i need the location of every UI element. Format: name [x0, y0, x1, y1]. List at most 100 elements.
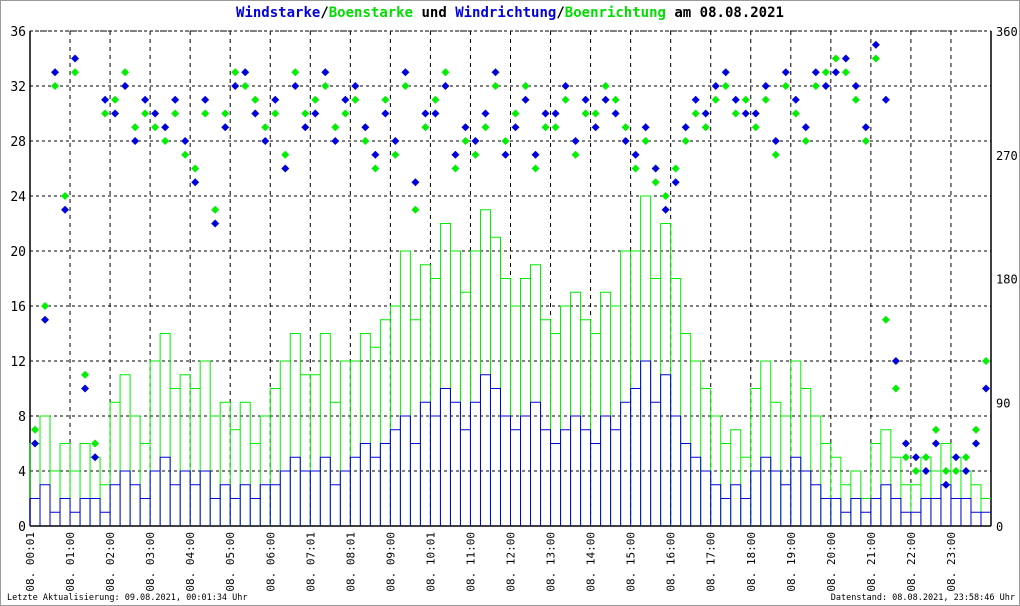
windrichtung-point	[41, 315, 50, 324]
windrichtung-point	[621, 137, 630, 145]
title-date: am 08.08.2021	[665, 5, 784, 21]
windrichtung-point	[251, 109, 260, 118]
x-tick-label: 08. 01:00	[64, 532, 77, 592]
windrichtung-point	[191, 178, 200, 187]
windrichtung-point	[581, 95, 590, 104]
windrichtung-point	[661, 205, 670, 214]
windrichtung-point	[541, 109, 550, 118]
y-right-tick-label: 180	[996, 273, 1018, 287]
windrichtung-point	[741, 109, 750, 118]
windrichtung-point	[151, 109, 160, 118]
boenrichtung-point	[711, 95, 720, 104]
boenrichtung-point	[111, 95, 120, 104]
boenrichtung-point	[441, 68, 450, 77]
last-update-text: Letzte Aktualisierung: 09.08.2021, 00:01…	[7, 593, 248, 603]
x-tick-label: 08. 09:00	[384, 532, 397, 592]
x-tick-label: 08. 05:00	[224, 532, 237, 592]
windrichtung-point	[331, 137, 340, 145]
boenrichtung-point	[551, 123, 560, 132]
boenrichtung-point	[791, 109, 800, 118]
boenrichtung-point	[211, 205, 220, 214]
boenrichtung-point	[121, 68, 130, 77]
windrichtung-point	[481, 109, 490, 118]
boenrichtung-point	[861, 137, 870, 145]
boenrichtung-point	[331, 123, 340, 132]
boenrichtung-point	[571, 150, 580, 159]
boenrichtung-point	[531, 164, 540, 173]
x-tick-label: 08. 08:01	[344, 532, 357, 592]
boenrichtung-point	[381, 95, 390, 104]
x-tick-label: 08. 18:00	[745, 532, 758, 592]
boenrichtung-point	[241, 82, 250, 90]
boenrichtung-point	[251, 95, 260, 104]
windrichtung-point	[601, 95, 610, 104]
boenrichtung-point	[931, 425, 940, 434]
windrichtung-point	[301, 123, 310, 132]
windrichtung-point	[891, 357, 900, 365]
x-tick-label: 08. 06:00	[264, 532, 277, 592]
x-tick-label: 08. 19:00	[785, 532, 798, 592]
y-left-tick-label: 8	[18, 410, 26, 425]
windrichtung-point	[351, 82, 360, 90]
x-tick-label: 08. 11:00	[464, 532, 477, 592]
boenrichtung-point	[811, 82, 820, 90]
windrichtung-point	[941, 480, 950, 489]
windrichtung-point	[561, 82, 570, 90]
title-windrichtung: Windrichtung	[455, 5, 557, 21]
title-sep: /	[320, 5, 329, 21]
boenrichtung-point	[541, 123, 550, 132]
windrichtung-point	[881, 95, 890, 104]
windrichtung-point	[981, 384, 990, 393]
windrichtung-point	[961, 467, 970, 475]
windrichtung-point	[771, 137, 780, 145]
boenrichtung-point	[81, 370, 90, 379]
boenrichtung-point	[341, 109, 350, 118]
windrichtung-point	[241, 68, 250, 77]
boenrichtung-point	[461, 137, 470, 145]
windrichtung-point	[591, 123, 600, 132]
boenrichtung-point	[311, 95, 320, 104]
x-tick-label: 08. 10:01	[424, 532, 437, 592]
boenrichtung-point	[161, 137, 170, 145]
boenrichtung-point	[631, 164, 640, 173]
y-right-tick-label: 0	[996, 520, 1003, 534]
boenrichtung-point	[681, 137, 690, 145]
boenrichtung-point	[41, 302, 50, 310]
x-tick-label: 08. 22:00	[905, 532, 918, 592]
windrichtung-point	[641, 123, 650, 132]
windrichtung-point	[701, 109, 710, 118]
title-boenstarke: Boenstarke	[328, 5, 414, 21]
windrichtung-point	[61, 205, 70, 214]
windrichtung-point	[81, 384, 90, 393]
windrichtung-point	[921, 467, 930, 475]
windrichtung-point	[441, 82, 450, 90]
x-tick-label: 08. 20:00	[825, 532, 838, 592]
title-boenrichtung: Boenrichtung	[564, 5, 666, 21]
boenrichtung-point	[361, 137, 370, 145]
windrichtung-point	[401, 68, 410, 77]
boenrichtung-point	[611, 95, 620, 104]
x-tick-label: 08. 12:00	[505, 532, 518, 592]
windrichtung-point	[31, 439, 40, 448]
boenrichtung-point	[151, 123, 160, 132]
boenrichtung-point	[171, 109, 180, 118]
x-tick-label: 08. 16:00	[665, 532, 678, 592]
windrichtung-point	[281, 164, 290, 173]
boenrichtung-point	[651, 178, 660, 187]
boenrichtung-point	[721, 82, 730, 90]
boenrichtung-point	[301, 109, 310, 118]
y-left-tick-label: 0	[18, 520, 26, 535]
y-left-tick-label: 12	[10, 355, 26, 370]
windrichtung-point	[491, 68, 500, 77]
x-tick-label: 08. 14:00	[585, 532, 598, 592]
windrichtung-point	[381, 109, 390, 118]
boenrichtung-point	[661, 192, 670, 200]
windrichtung-point	[521, 95, 530, 104]
windrichtung-point	[221, 123, 230, 132]
boenrichtung-point	[491, 82, 500, 90]
boenrichtung-point	[851, 95, 860, 104]
windrichtung-point	[571, 137, 580, 145]
boenrichtung-point	[101, 109, 110, 118]
